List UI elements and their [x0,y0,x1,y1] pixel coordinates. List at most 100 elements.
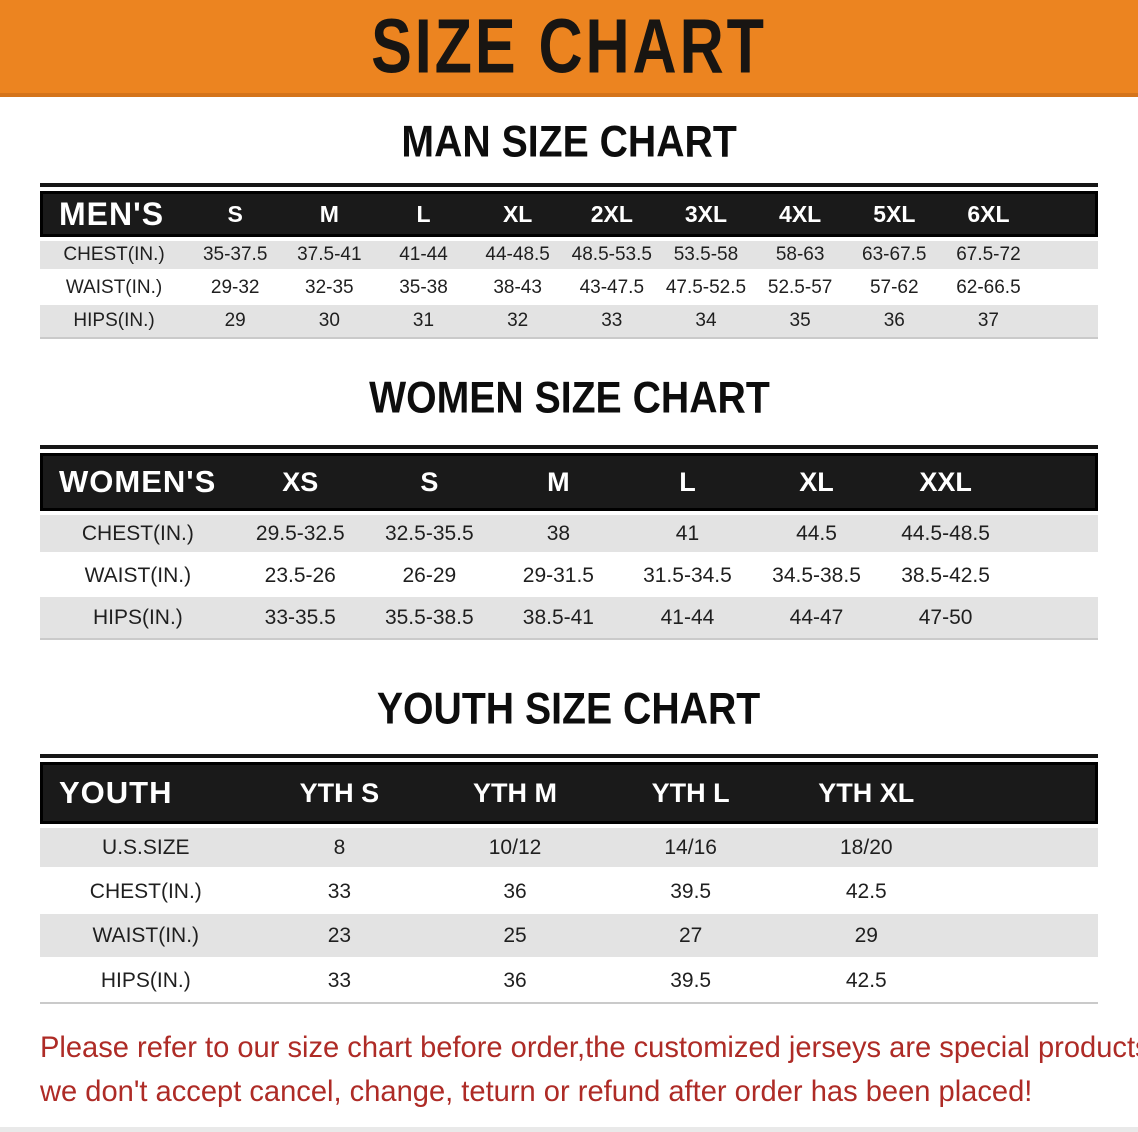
disclaimer: Please refer to our size chart before or… [40,1026,1138,1115]
men-column-header-s: S [188,191,283,237]
youth-size-table-wrap: YOUTH YTH S YTH M YTH L YTH XL U.S.SIZE … [40,754,1098,1004]
spacer-cell [1035,305,1098,339]
row-label: WAIST(IN.) [40,554,236,597]
size-value-cell: 57-62 [847,271,942,305]
size-value-cell: 47-50 [881,597,1011,640]
banner: SIZE CHART [0,0,1138,97]
row-label: CHEST(IN.) [40,237,189,271]
size-value-cell: 23 [251,914,428,959]
spacer-cell [954,762,1098,824]
spacer-cell [1035,237,1098,271]
size-value-cell: 43-47.5 [564,271,659,305]
row-label: CHEST(IN.) [40,869,252,914]
size-value-cell: 35.5-38.5 [364,597,494,640]
size-value-cell: 34.5-38.5 [751,554,882,597]
women-column-header-s: S [364,453,494,511]
size-value-cell: 47.5-52.5 [658,271,754,305]
size-value-cell: 8 [251,824,428,869]
size-value-cell: 44-48.5 [470,237,565,271]
men-column-header-6xl: 6XL [941,191,1036,237]
size-value-cell: 33 [251,959,428,1004]
youth-column-header-l: YTH L [602,762,779,824]
size-value-cell: 29-31.5 [493,554,623,597]
size-value-cell: 37 [941,305,1036,339]
row-label: HIPS(IN.) [40,305,189,339]
women-waist-row: WAIST(IN.) 23.5-26 26-29 29-31.5 31.5-34… [40,554,1098,597]
size-value-cell: 42.5 [778,869,955,914]
row-label: U.S.SIZE [40,824,252,869]
row-label: CHEST(IN.) [40,511,236,554]
size-value-cell: 35 [753,305,848,339]
spacer-cell [1035,191,1098,237]
men-column-header-4xl: 4XL [753,191,848,237]
size-value-cell: 38 [493,511,623,554]
men-hips-row: HIPS(IN.) 29 30 31 32 33 34 35 36 37 [40,305,1098,339]
men-column-header-m: M [282,191,377,237]
youth-section-heading-text: YOUTH SIZE CHART [377,684,761,734]
spacer-cell [1010,453,1098,511]
size-value-cell: 58-63 [753,237,848,271]
size-value-cell: 38-43 [470,271,565,305]
size-value-cell: 44.5 [751,511,882,554]
youth-chest-row: CHEST(IN.) 33 36 39.5 42.5 [40,869,1098,914]
youth-ussize-row: U.S.SIZE 8 10/12 14/16 18/20 [40,824,1098,869]
size-value-cell: 36 [427,959,603,1004]
women-section-heading-text: WOMEN SIZE CHART [368,373,770,423]
man-section-heading: MAN SIZE CHART [0,117,1138,166]
size-value-cell: 53.5-58 [658,237,754,271]
size-value-cell: 25 [427,914,603,959]
spacer-cell [1010,554,1098,597]
row-label: WAIST(IN.) [40,914,252,959]
banner-title: SIZE CHART [371,3,767,90]
size-value-cell: 26-29 [364,554,494,597]
size-value-cell: 31.5-34.5 [622,554,752,597]
size-value-cell: 35-38 [376,271,471,305]
youth-waist-row: WAIST(IN.) 23 25 27 29 [40,914,1098,959]
size-value-cell: 63-67.5 [847,237,942,271]
size-value-cell: 33-35.5 [235,597,365,640]
size-value-cell: 32 [470,305,565,339]
spacer-cell [1035,271,1098,305]
size-value-cell: 52.5-57 [753,271,848,305]
men-column-header-3xl: 3XL [658,191,754,237]
women-hips-row: HIPS(IN.) 33-35.5 35.5-38.5 38.5-41 41-4… [40,597,1098,640]
men-waist-row: WAIST(IN.) 29-32 32-35 35-38 38-43 43-47… [40,271,1098,305]
disclaimer-line-2: we don't accept cancel, change, teturn o… [40,1075,1033,1109]
size-value-cell: 44.5-48.5 [881,511,1011,554]
size-value-cell: 29 [778,914,955,959]
size-value-cell: 10/12 [427,824,603,869]
size-value-cell: 31 [376,305,471,339]
size-value-cell: 32-35 [282,271,377,305]
row-label: HIPS(IN.) [40,597,236,640]
women-size-table: WOMEN'S XS S M L XL XXL CHEST(IN.) 29.5-… [40,453,1098,640]
size-value-cell: 33 [564,305,659,339]
men-column-header-xl: XL [470,191,565,237]
size-value-cell: 62-66.5 [941,271,1036,305]
youth-table-title: YOUTH [40,762,252,824]
women-table-top-rule [40,445,1098,449]
men-table-title: MEN'S [40,191,189,237]
size-value-cell: 34 [658,305,754,339]
women-column-header-l: L [622,453,752,511]
size-value-cell: 39.5 [602,869,779,914]
women-table-title: WOMEN'S [40,453,236,511]
youth-header-row: YOUTH YTH S YTH M YTH L YTH XL [40,762,1098,824]
size-value-cell: 36 [847,305,942,339]
women-size-table-wrap: WOMEN'S XS S M L XL XXL CHEST(IN.) 29.5-… [40,445,1098,640]
men-column-header-2xl: 2XL [564,191,659,237]
size-value-cell: 27 [602,914,779,959]
spacer-cell [954,824,1098,869]
row-label: HIPS(IN.) [40,959,252,1004]
youth-size-table: YOUTH YTH S YTH M YTH L YTH XL U.S.SIZE … [40,762,1098,1004]
men-size-table-wrap: MEN'S S M L XL 2XL 3XL 4XL 5XL 6XL CHEST… [40,183,1098,339]
men-table-top-rule [40,183,1098,187]
women-section-heading: WOMEN SIZE CHART [0,373,1138,423]
men-chest-row: CHEST(IN.) 35-37.5 37.5-41 41-44 44-48.5… [40,237,1098,271]
spacer-cell [1010,511,1098,554]
size-value-cell: 30 [282,305,377,339]
row-label: WAIST(IN.) [40,271,189,305]
size-value-cell: 33 [251,869,428,914]
size-value-cell: 29 [188,305,283,339]
youth-hips-row: HIPS(IN.) 33 36 39.5 42.5 [40,959,1098,1004]
